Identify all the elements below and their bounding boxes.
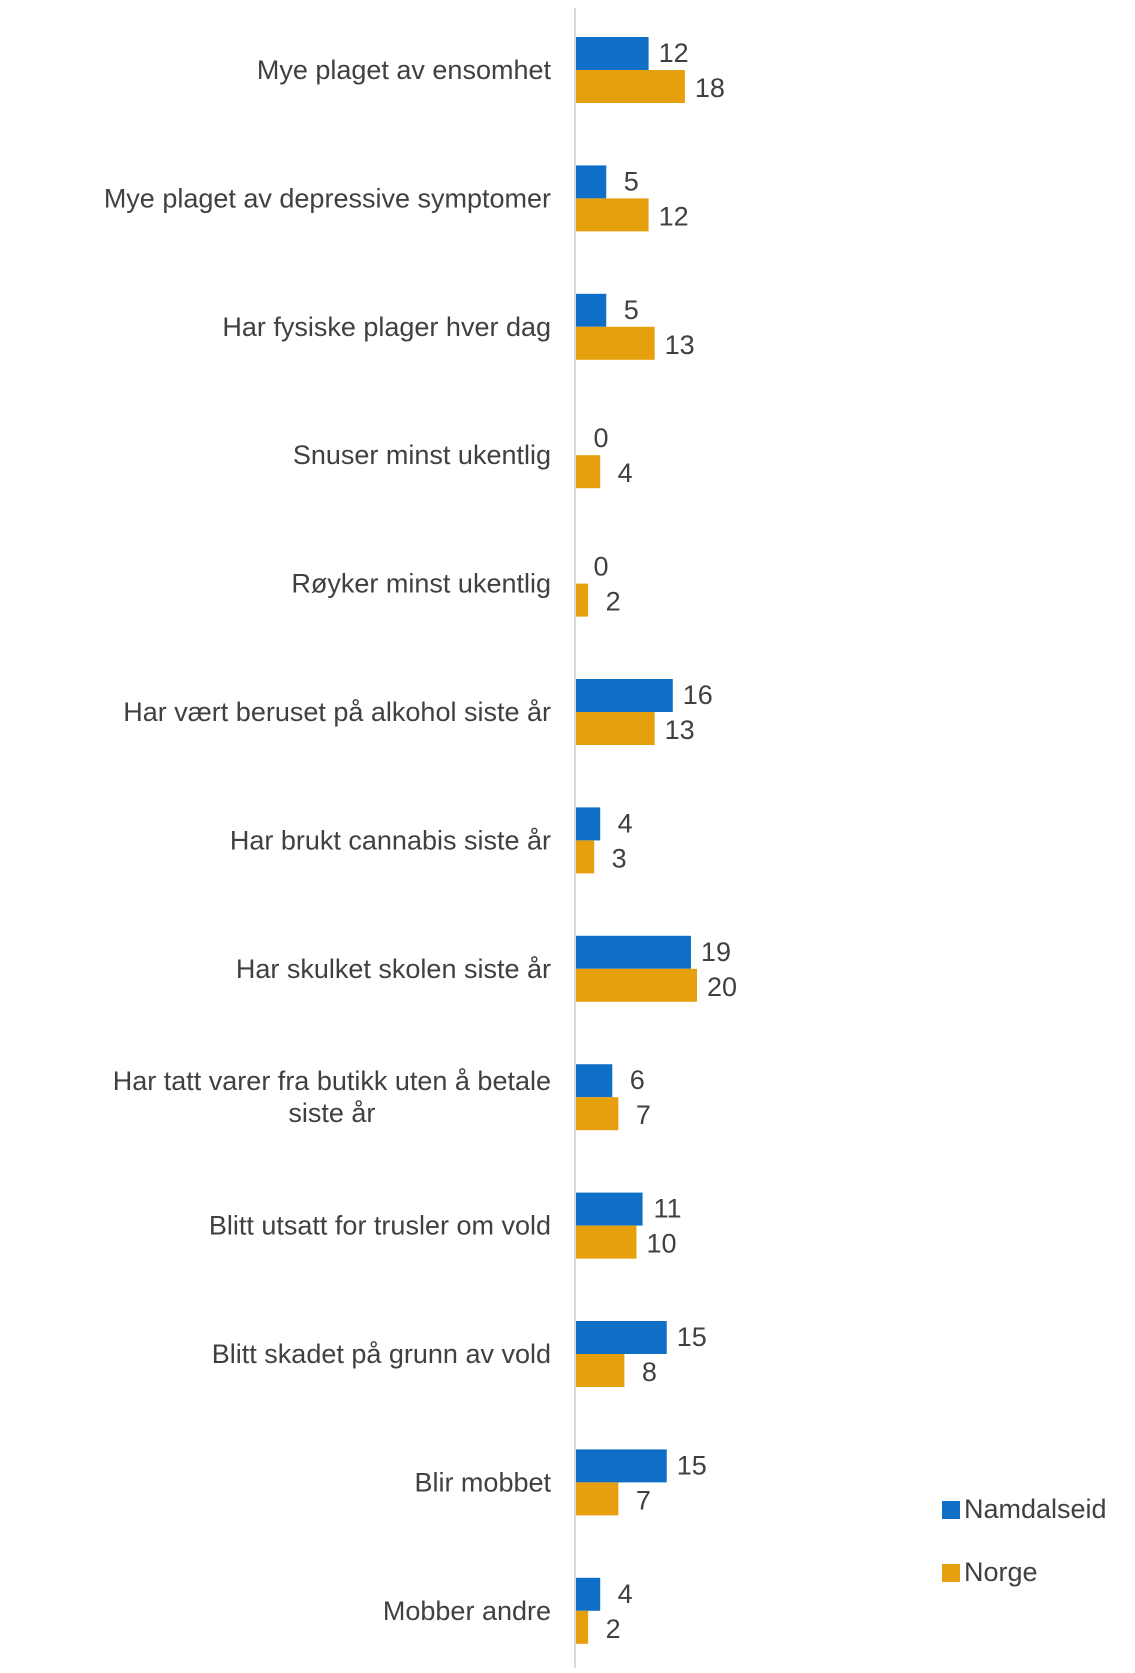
- data-label: 2: [606, 587, 621, 617]
- bar-namdalseid: [576, 807, 601, 841]
- bar-norge: [576, 455, 601, 489]
- legend-label: Norge: [964, 1557, 1038, 1587]
- legend-swatch-norge: [942, 1564, 960, 1582]
- data-label: 20: [707, 972, 737, 1002]
- bar-norge: [576, 1482, 619, 1516]
- data-label: 2: [606, 1614, 621, 1644]
- category-label: Har tatt varer fra butikk uten å betale s…: [113, 1066, 551, 1128]
- bar-norge: [576, 1225, 637, 1259]
- category-label: Har skulket skolen siste år: [236, 954, 551, 984]
- bar-namdalseid: [576, 1192, 643, 1226]
- data-label: 15: [677, 1450, 707, 1480]
- data-label: 18: [695, 73, 725, 103]
- bar-norge: [576, 712, 655, 745]
- bar-norge: [576, 840, 595, 874]
- category-label: Mobber andre: [383, 1596, 551, 1626]
- data-label: 8: [642, 1357, 657, 1387]
- category-label: Har fysiske plager hver dag: [222, 312, 551, 342]
- bar-norge: [576, 70, 685, 103]
- category-label: Blitt skadet på grunn av vold: [212, 1339, 551, 1369]
- data-label: 4: [618, 808, 633, 838]
- data-label: 19: [701, 937, 731, 967]
- category-label: Blir mobbet: [414, 1467, 551, 1497]
- data-label: 7: [636, 1485, 651, 1515]
- category-labels: Mye plaget av ensomhet Mye plaget av depr…: [104, 55, 552, 1626]
- data-label: 16: [683, 680, 713, 710]
- bar-norge: [576, 326, 655, 360]
- data-label: 12: [659, 201, 689, 231]
- data-label: 12: [659, 38, 689, 68]
- legend-label: Namdalseid: [964, 1494, 1107, 1524]
- data-label: 11: [654, 1194, 682, 1224]
- bar-norge: [576, 198, 649, 232]
- data-label: 4: [618, 458, 633, 488]
- bar-namdalseid: [576, 165, 607, 199]
- bar-namdalseid: [576, 935, 691, 969]
- category-label: Har vært beruset på alkohol siste år: [123, 697, 551, 727]
- data-label: 6: [630, 1065, 645, 1095]
- bar-namdalseid: [576, 1577, 601, 1611]
- legend: Namdalseid Norge: [942, 1494, 1107, 1587]
- bar-namdalseid: [576, 293, 607, 327]
- bar-norge: [576, 1097, 619, 1131]
- data-label: 13: [665, 715, 695, 745]
- data-label: 5: [624, 295, 639, 325]
- bar-norge: [576, 583, 589, 617]
- bar-namdalseid: [576, 679, 673, 712]
- bar-norge: [576, 1354, 625, 1387]
- category-label: Mye plaget av depressive symptomer: [104, 183, 551, 213]
- data-label: 13: [665, 330, 695, 360]
- data-label: 15: [677, 1322, 707, 1352]
- data-label: 7: [636, 1100, 651, 1130]
- legend-swatch-namdalseid: [942, 1501, 960, 1519]
- data-label: 5: [624, 166, 639, 196]
- category-label: Røyker minst ukentlig: [291, 569, 551, 599]
- bar-namdalseid: [576, 1064, 613, 1098]
- data-label: 3: [612, 843, 627, 873]
- data-label: 0: [593, 552, 608, 582]
- category-label: Snuser minst ukentlig: [293, 440, 551, 470]
- bar-namdalseid: [576, 1449, 667, 1483]
- bars-layer: [576, 37, 697, 1644]
- bar-namdalseid: [576, 37, 649, 70]
- category-label: Har brukt cannabis siste år: [230, 825, 551, 855]
- data-label: 10: [646, 1229, 676, 1259]
- data-label: 4: [618, 1579, 633, 1609]
- bar-norge: [576, 1610, 589, 1644]
- bar-namdalseid: [576, 1321, 667, 1354]
- bar-norge: [576, 968, 697, 1002]
- category-label: Mye plaget av ensomhet: [257, 55, 552, 85]
- data-label: 0: [593, 423, 608, 453]
- category-label: Blitt utsatt for trusler om vold: [209, 1211, 551, 1241]
